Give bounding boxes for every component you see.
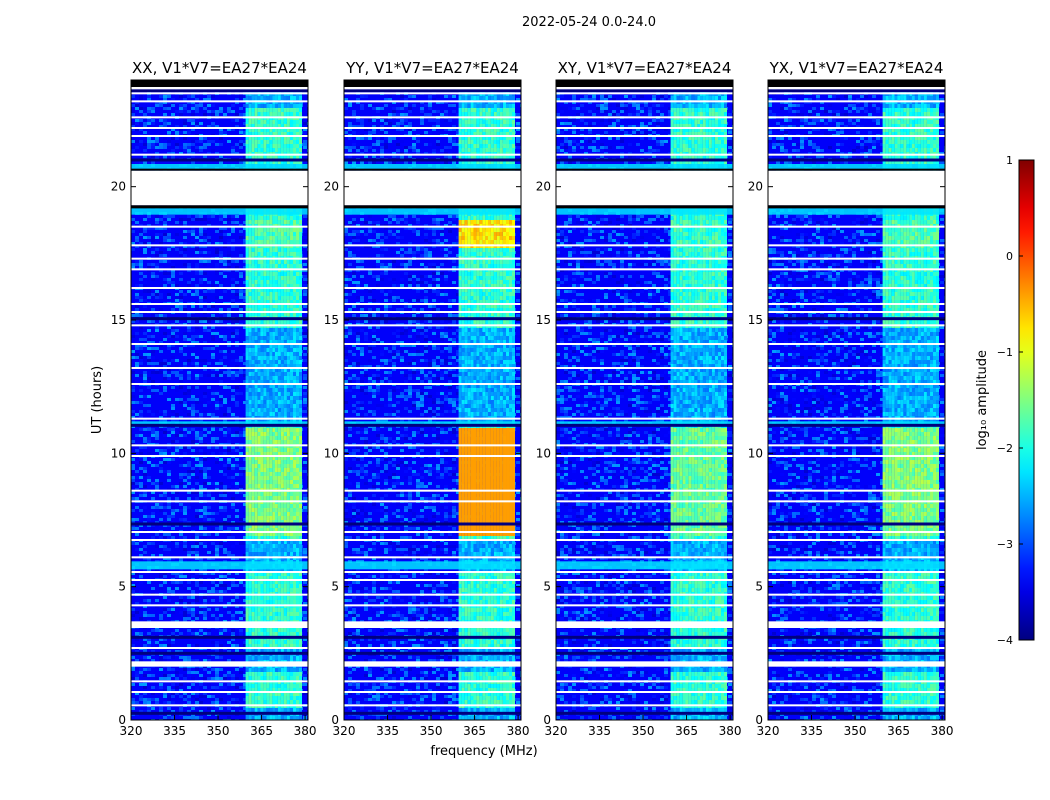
x-tick-label: 350 xyxy=(420,724,443,738)
x-tick-label: 335 xyxy=(376,724,399,738)
y-tick-label: 15 xyxy=(748,313,763,327)
panel-4: YX, V1*V7=EA27*EA24 320 335 350 365 380 0 5 10 15… xyxy=(748,59,954,738)
y-tick-label: 0 xyxy=(118,713,126,727)
y-tick-label: 15 xyxy=(324,313,339,327)
x-tick-label: 320 xyxy=(757,724,780,738)
colorbar-tick-label: −3 xyxy=(997,538,1013,551)
colorbar-tick-label: 0 xyxy=(1006,250,1013,263)
x-tick-label: 350 xyxy=(844,724,867,738)
x-tick-label: 380 xyxy=(931,724,954,738)
colorbar-tick-label: −1 xyxy=(997,346,1013,359)
y-axis-label: UT (hours) xyxy=(90,366,105,434)
y-tick-label: 5 xyxy=(331,580,339,594)
x-tick-label: 335 xyxy=(588,724,611,738)
x-tick-label: 320 xyxy=(545,724,568,738)
colorbar: 1 0 −1 −2 −3 −4 xyxy=(997,154,1035,647)
y-tick-label: 10 xyxy=(324,446,339,460)
y-tick-label: 20 xyxy=(324,180,339,194)
y-tick-label: 20 xyxy=(536,180,551,194)
colorbar-gradient xyxy=(1018,159,1035,641)
x-tick-label: 365 xyxy=(250,724,273,738)
panel-2: YY, V1*V7=EA27*EA24 320 335 350 365 380 0 5 10 15… xyxy=(324,59,530,738)
x-tick-label: 350 xyxy=(207,724,230,738)
x-tick-label: 365 xyxy=(675,724,698,738)
panel-frame xyxy=(343,79,522,721)
y-tick-label: 10 xyxy=(536,446,551,460)
figure-suptitle: 2022-05-24 0.0-24.0 xyxy=(522,15,656,30)
panel-title: XX, V1*V7=EA27*EA24 xyxy=(132,59,307,77)
y-tick-label: 0 xyxy=(543,713,551,727)
colorbar-tick-label: −4 xyxy=(997,634,1013,647)
x-tick-label: 380 xyxy=(719,724,742,738)
x-tick-label: 335 xyxy=(163,724,186,738)
x-tick-label: 380 xyxy=(294,724,317,738)
y-tick-label: 10 xyxy=(111,446,126,460)
y-tick-label: 5 xyxy=(118,580,126,594)
x-tick-label: 320 xyxy=(120,724,143,738)
x-tick-label: 335 xyxy=(800,724,823,738)
panel-3: XY, V1*V7=EA27*EA24 320 335 350 365 380 0 5 10 15… xyxy=(536,59,742,738)
y-tick-label: 10 xyxy=(748,446,763,460)
x-axis-label: frequency (MHz) xyxy=(430,744,537,759)
panel-frame xyxy=(555,79,734,721)
panels: XX, V1*V7=EA27*EA24 320 335 350 365 380 0 5 10 15… xyxy=(111,59,954,738)
panel-frame xyxy=(130,79,309,721)
x-tick-label: 380 xyxy=(507,724,530,738)
spectrogram-panel-2 xyxy=(344,80,521,720)
y-tick-label: 20 xyxy=(748,180,763,194)
y-tick-label: 15 xyxy=(536,313,551,327)
y-tick-label: 0 xyxy=(755,713,763,727)
y-tick-label: 20 xyxy=(111,180,126,194)
y-tick-label: 5 xyxy=(755,580,763,594)
y-tick-label: 0 xyxy=(331,713,339,727)
colorbar-tick-label: 1 xyxy=(1006,154,1013,167)
panel-1: XX, V1*V7=EA27*EA24 320 335 350 365 380 0 5 10 15… xyxy=(111,59,317,738)
spectrogram-panel-4 xyxy=(768,80,945,720)
y-tick-label: 15 xyxy=(111,313,126,327)
spectrogram-panel-1 xyxy=(131,80,308,720)
x-tick-label: 365 xyxy=(463,724,486,738)
panel-frame xyxy=(767,79,946,721)
x-tick-label: 365 xyxy=(887,724,910,738)
x-tick-label: 320 xyxy=(333,724,356,738)
spectrogram-panel-3 xyxy=(556,80,733,720)
x-tick-label: 350 xyxy=(632,724,655,738)
y-tick-label: 5 xyxy=(543,580,551,594)
panel-title: YX, V1*V7=EA27*EA24 xyxy=(769,59,944,77)
panel-title: XY, V1*V7=EA27*EA24 xyxy=(558,59,732,77)
panel-title: YY, V1*V7=EA27*EA24 xyxy=(345,59,519,77)
colorbar-tick-label: −2 xyxy=(997,442,1013,455)
colorbar-label: log₁₀ amplitude xyxy=(975,350,990,450)
